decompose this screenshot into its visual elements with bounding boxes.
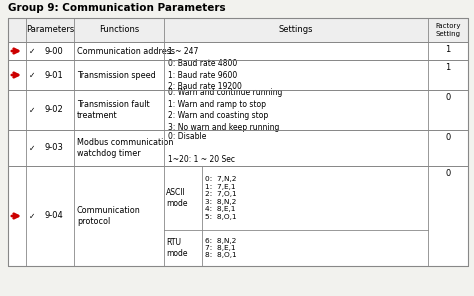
Bar: [8, 166, 468, 266]
Bar: [8, 60, 468, 90]
Bar: [8, 18, 468, 42]
Text: 0: 0: [446, 168, 451, 178]
Text: 0: 0: [446, 92, 451, 102]
Text: RTU
mode: RTU mode: [166, 238, 188, 258]
Text: 6:  8,N,2
7:  8,E,1
8:  8,O,1: 6: 8,N,2 7: 8,E,1 8: 8,O,1: [205, 237, 237, 258]
Text: ASCII
mode: ASCII mode: [166, 188, 188, 208]
Text: 9-01: 9-01: [45, 70, 64, 80]
Text: 1 ~ 247: 1 ~ 247: [168, 46, 199, 56]
Text: Parameters: Parameters: [26, 25, 74, 35]
Text: Settings: Settings: [279, 25, 313, 35]
Text: 1: 1: [446, 62, 451, 72]
Text: 1: 1: [446, 44, 451, 54]
Text: 9-03: 9-03: [45, 144, 64, 152]
Text: ✓: ✓: [29, 212, 35, 221]
Text: ✓: ✓: [29, 105, 35, 115]
Text: 0: Warn and continue running
1: Warn and ramp to stop
2: Warn and coasting stop
: 0: Warn and continue running 1: Warn and…: [168, 88, 283, 132]
Text: 0: Disable

1~20: 1 ~ 20 Sec: 0: Disable 1~20: 1 ~ 20 Sec: [168, 132, 235, 164]
Text: Factory
Setting: Factory Setting: [435, 23, 461, 37]
Text: 0:  7,N,2
1:  7,E,1
2:  7,O,1
3:  8,N,2
4:  8,E,1
5:  8,O,1: 0: 7,N,2 1: 7,E,1 2: 7,O,1 3: 8,N,2 4: 8…: [205, 176, 237, 220]
Text: Group 9: Communication Parameters: Group 9: Communication Parameters: [8, 3, 226, 13]
Text: 9-04: 9-04: [45, 212, 64, 221]
Text: Functions: Functions: [99, 25, 139, 35]
Text: 9-02: 9-02: [45, 105, 64, 115]
Text: 0: 0: [446, 133, 451, 141]
Bar: [8, 90, 468, 130]
Text: Modbus communication
watchdog timer: Modbus communication watchdog timer: [77, 138, 173, 158]
Text: 9-00: 9-00: [45, 46, 64, 56]
Text: 0: Baud rate 4800
1: Baud rate 9600
2: Baud rate 19200: 0: Baud rate 4800 1: Baud rate 9600 2: B…: [168, 59, 242, 91]
Bar: [8, 130, 468, 166]
Bar: [8, 42, 468, 60]
Text: Transmission fault
treatment: Transmission fault treatment: [77, 100, 150, 120]
Bar: [8, 18, 468, 266]
Text: ✓: ✓: [29, 144, 35, 152]
Text: ✓: ✓: [29, 70, 35, 80]
Text: ✓: ✓: [29, 46, 35, 56]
Text: Communication
protocol: Communication protocol: [77, 206, 141, 226]
Text: Transmission speed: Transmission speed: [77, 70, 156, 80]
Text: Communication address: Communication address: [77, 46, 175, 56]
